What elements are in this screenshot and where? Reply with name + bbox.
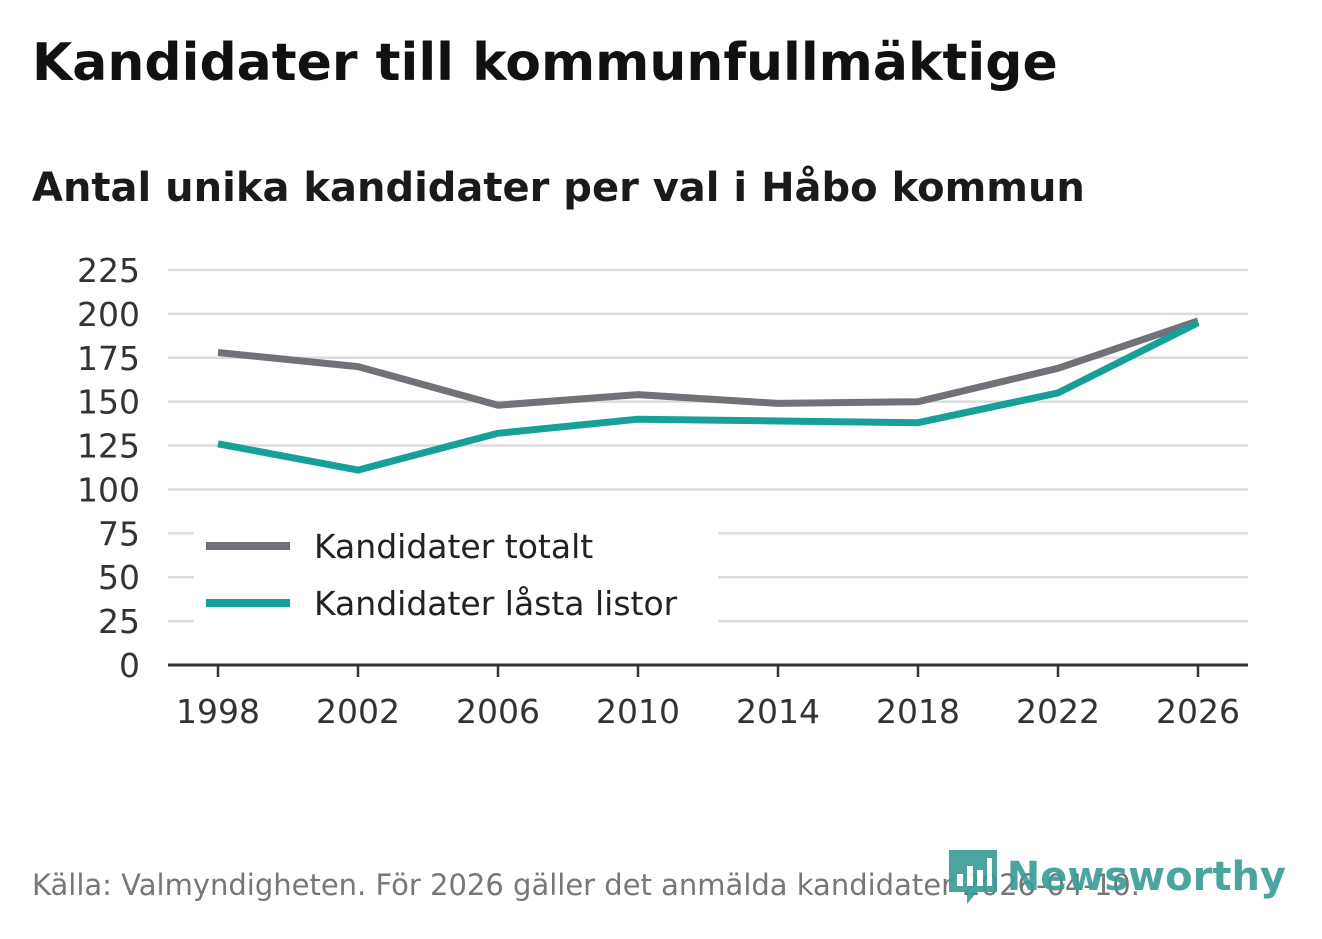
series-line-kandidater-lasta-listor [217,319,1200,474]
data-series [217,317,1200,474]
brand-name: Newsworthy [1006,854,1286,900]
x-tick-label: 1998 [176,692,260,731]
bar-1 [956,874,963,886]
series-line-kandidater-totalt [217,317,1200,409]
brand-logo: Newsworthy [947,848,1286,906]
bar-2 [966,866,973,886]
chart-subtitle: Antal unika kandidater per val i Håbo ko… [32,165,1085,211]
y-tick-label: 50 [98,558,140,597]
x-tick-label: 2010 [596,692,680,731]
y-axis-ticks: 0 25 50 75 100 125 150 175 200 225 [77,251,140,685]
legend-background [194,522,718,626]
bar-3 [976,870,983,886]
x-tick-label: 2018 [876,692,960,731]
y-tick-label: 200 [77,295,140,334]
y-tick-label: 150 [77,383,140,422]
y-tick-label: 225 [77,251,140,290]
y-tick-label: 75 [98,514,140,553]
bar-4 [986,858,992,886]
x-tick-label: 2026 [1156,692,1240,731]
y-tick-label: 25 [98,602,140,641]
y-tick-label: 125 [77,427,140,466]
legend-label-total: Kandidater totalt [314,527,593,566]
x-tick-label: 2006 [456,692,540,731]
y-tick-label: 100 [77,470,140,509]
x-tick-label: 2022 [1016,692,1100,731]
y-tick-label: 175 [77,339,140,378]
x-tick-label: 2014 [736,692,820,731]
chart-title: Kandidater till kommunfullmäktige [32,33,1058,93]
bar-chart-speech-bubble-icon [948,850,997,904]
y-tick-label: 0 [119,646,140,685]
x-tick-label: 2002 [316,692,400,731]
x-axis: 1998 2002 2006 2010 2014 2018 2022 2026 [168,663,1248,731]
legend: Kandidater totalt Kandidater låsta listo… [194,522,718,626]
legend-label-locked: Kandidater låsta listor [314,584,678,623]
